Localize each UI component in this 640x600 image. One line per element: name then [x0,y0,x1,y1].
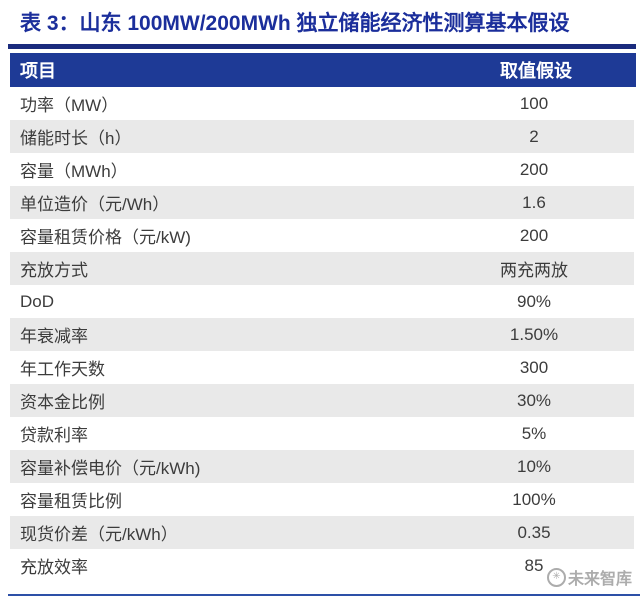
table-header-value: 取值假设 [500,61,572,81]
row-label: 容量补偿电价（元/kWh) [20,459,201,478]
table-row: 容量租赁价格（元/kW) 200 [10,219,634,252]
row-label: 现货价差（元/kWh） [20,525,178,544]
table-row: 充放方式 两充两放 [10,252,634,285]
row-value: 1.6 [522,192,546,212]
row-value: 85 [524,555,544,575]
table-row: 储能时长（h） 2 [10,120,634,153]
row-label: 储能时长（h） [20,129,132,148]
row-label: 充放方式 [20,261,88,280]
table-row: 贷款利率 5% [10,417,634,450]
table-row: 容量（MWh） 200 [10,153,634,186]
row-label: 容量租赁比例 [20,492,122,511]
row-label: 贷款利率 [20,426,88,445]
row-value: 两充两放 [500,261,568,280]
row-value: 10% [516,456,552,476]
table-title: 表 3：山东 100MW/200MWh 独立储能经济性测算基本假设 [20,12,570,35]
row-value: 100 [519,93,549,113]
row-value: 200 [519,159,549,179]
table-row: DoD 90% [10,285,634,318]
bottom-rule [8,594,640,596]
row-label: 单位造价（元/Wh） [20,195,170,214]
row-value: 1.50% [509,324,559,344]
row-value: 100% [512,489,556,509]
table-row: 单位造价（元/Wh） 1.6 [10,186,634,219]
table-row: 现货价差（元/kWh） 0.35 [10,516,634,549]
row-value: 300 [519,357,549,377]
table-row: 年工作天数 300 [10,351,634,384]
row-label: DoD [20,291,55,311]
table-row: 容量租赁比例 100% [10,483,634,516]
row-label: 充放效率 [20,558,88,577]
row-label: 容量（MWh） [20,162,128,181]
row-label: 年衰减率 [20,327,88,346]
table-row: 资本金比例 30% [10,384,634,417]
row-label: 年工作天数 [20,360,105,379]
row-value: 2 [529,126,539,146]
row-value: 200 [519,225,549,245]
table-row: 充放效率 85 [10,549,634,582]
report-table-page: 表 3：山东 100MW/200MWh 独立储能经济性测算基本假设 项目 取值假… [0,9,640,596]
row-label: 容量租赁价格（元/kW) [20,228,191,247]
row-value: 5% [521,423,547,443]
row-label: 资本金比例 [20,393,105,412]
table-row: 容量补偿电价（元/kWh) 10% [10,450,634,483]
row-value: 0.35 [517,522,551,542]
table-header-row: 项目 取值假设 [10,53,636,87]
table-row: 年衰减率 1.50% [10,318,634,351]
table-row: 功率（MW） 100 [10,87,634,120]
row-value: 90% [516,291,552,311]
table-body: 功率（MW） 100 储能时长（h） 2 容量（MWh） 200 单位造价（元/… [0,87,640,582]
title-divider [8,44,636,49]
row-value: 30% [516,390,552,410]
table-header-item: 项目 [20,61,56,81]
row-label: 功率（MW） [20,96,119,115]
